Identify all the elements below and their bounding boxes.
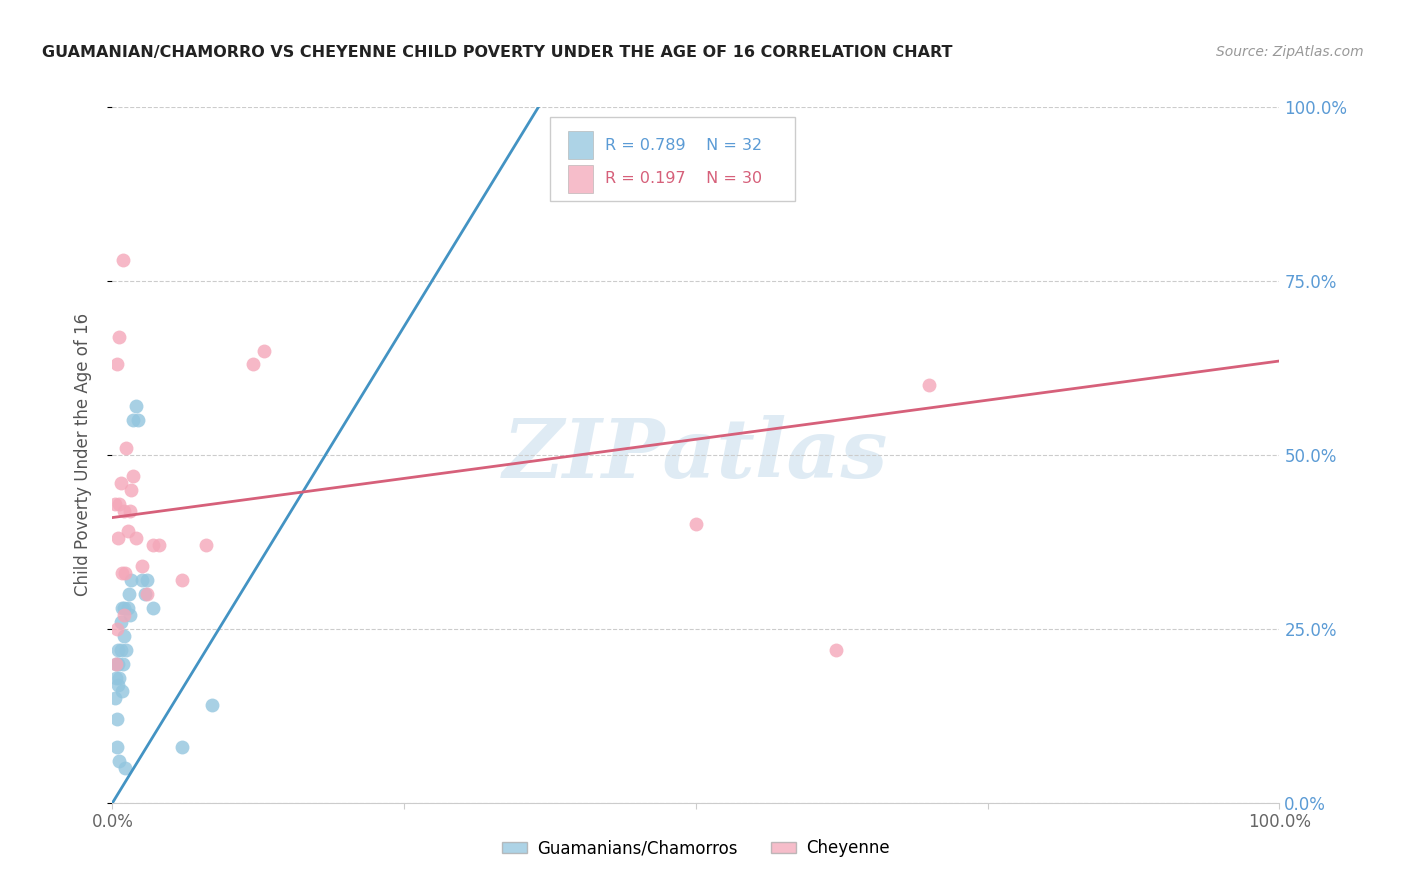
Point [134, 587, 156, 601]
Point [108, 754, 131, 768]
Point [127, 413, 149, 427]
Point [110, 642, 132, 657]
Point [107, 642, 129, 657]
Point [685, 517, 707, 532]
Text: GUAMANIAN/CHAMORRO VS CHEYENNE CHILD POVERTY UNDER THE AGE OF 16 CORRELATION CHA: GUAMANIAN/CHAMORRO VS CHEYENNE CHILD POV… [42, 45, 953, 60]
Point [111, 657, 134, 671]
Legend: Guamanians/Chamorros, Cheyenne: Guamanians/Chamorros, Cheyenne [495, 833, 897, 864]
Text: R = 0.197    N = 30: R = 0.197 N = 30 [605, 171, 762, 186]
Point [112, 629, 135, 643]
FancyBboxPatch shape [550, 118, 796, 201]
Point [104, 671, 127, 685]
Y-axis label: Child Poverty Under the Age of 16: Child Poverty Under the Age of 16 [73, 313, 91, 597]
Point [117, 524, 139, 539]
Point [136, 587, 159, 601]
Point [125, 399, 148, 413]
Point [172, 740, 194, 755]
Point [108, 671, 131, 685]
Point [111, 601, 134, 615]
Point [131, 559, 153, 574]
Point [136, 573, 159, 587]
FancyBboxPatch shape [568, 165, 593, 193]
Point [115, 642, 138, 657]
Point [125, 532, 148, 546]
Point [105, 622, 128, 636]
Point [111, 684, 134, 698]
Point [104, 657, 127, 671]
Point [104, 497, 127, 511]
Point [107, 657, 129, 671]
Point [253, 343, 276, 358]
Point [120, 483, 142, 497]
Point [112, 503, 135, 517]
Point [110, 615, 132, 629]
Point [122, 413, 145, 427]
Point [115, 441, 138, 455]
Point [201, 698, 224, 713]
Point [122, 468, 145, 483]
Point [142, 601, 165, 615]
Point [131, 573, 153, 587]
Point [105, 358, 128, 372]
Point [107, 532, 129, 546]
Point [110, 475, 132, 490]
Point [111, 253, 134, 268]
Point [104, 657, 127, 671]
Point [118, 607, 141, 622]
Point [117, 601, 139, 615]
Text: ZIPatlas: ZIPatlas [503, 415, 889, 495]
Point [105, 740, 128, 755]
Point [118, 587, 141, 601]
Point [194, 538, 217, 552]
Point [242, 358, 264, 372]
FancyBboxPatch shape [568, 131, 593, 159]
Point [112, 601, 135, 615]
Point [142, 538, 165, 552]
Point [114, 566, 136, 581]
Point [118, 503, 141, 517]
Point [111, 566, 134, 581]
Point [107, 677, 129, 691]
Point [120, 573, 142, 587]
Point [148, 538, 170, 552]
Point [108, 497, 131, 511]
Point [112, 607, 135, 622]
Point [105, 712, 128, 726]
Point [114, 761, 136, 775]
Point [172, 573, 194, 587]
Text: Source: ZipAtlas.com: Source: ZipAtlas.com [1216, 45, 1364, 59]
Point [918, 378, 941, 392]
Text: R = 0.789    N = 32: R = 0.789 N = 32 [605, 137, 762, 153]
Point [104, 691, 127, 706]
Point [108, 329, 131, 343]
Point [825, 642, 848, 657]
